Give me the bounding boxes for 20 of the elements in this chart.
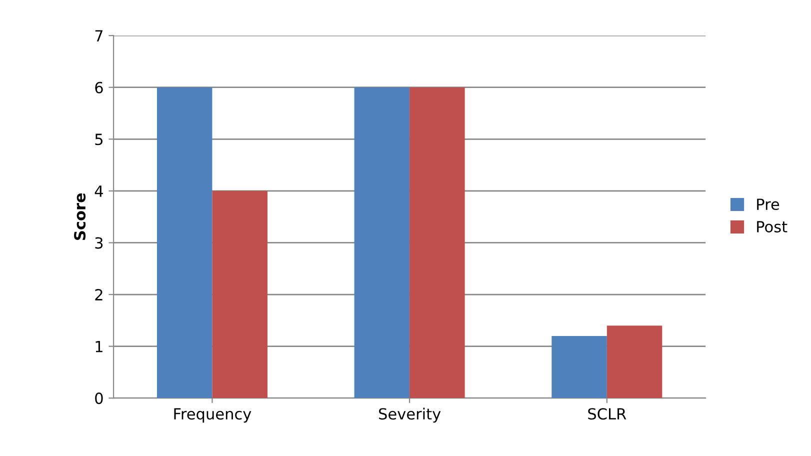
y-tick-label: 0 [95,392,103,404]
y-tick-label: 7 [95,30,103,42]
y-tick-label: 4 [94,186,103,197]
bar [212,190,268,398]
y-tick-label: 3 [95,237,103,249]
bar [606,326,662,398]
legend-label: Post [757,221,788,232]
y-tick-label: 2 [95,288,102,300]
bar [410,87,465,398]
x-tick-label: Frequency [174,408,252,423]
y-axis-title: Score [74,193,86,240]
bar [552,336,607,398]
x-tick-label: Severity [379,408,441,423]
bar [354,87,410,398]
y-tick-label: 1 [96,340,102,352]
legend-label: Pre [757,198,780,210]
x-tick-label: SCLR [588,408,626,420]
bar [156,87,212,398]
y-tick-label: 6 [95,82,103,94]
y-tick-label: 5 [95,134,102,146]
